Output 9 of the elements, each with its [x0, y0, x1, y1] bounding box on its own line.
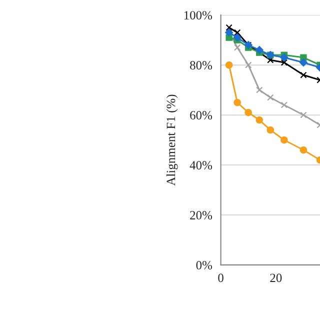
x-tick-label: 20 [270, 274, 282, 282]
y-tick-label: 100% [184, 11, 212, 20]
y-tick-label: 80% [190, 61, 212, 70]
y-tick-label: 40% [190, 161, 212, 170]
y-tick-label: 60% [190, 111, 212, 120]
y-axis-title: Alignment F1 (%) [166, 94, 178, 186]
y-tick-label: 20% [190, 211, 212, 220]
x-tick-label: 0 [218, 274, 224, 282]
y-tick-label: 0% [196, 260, 212, 270]
